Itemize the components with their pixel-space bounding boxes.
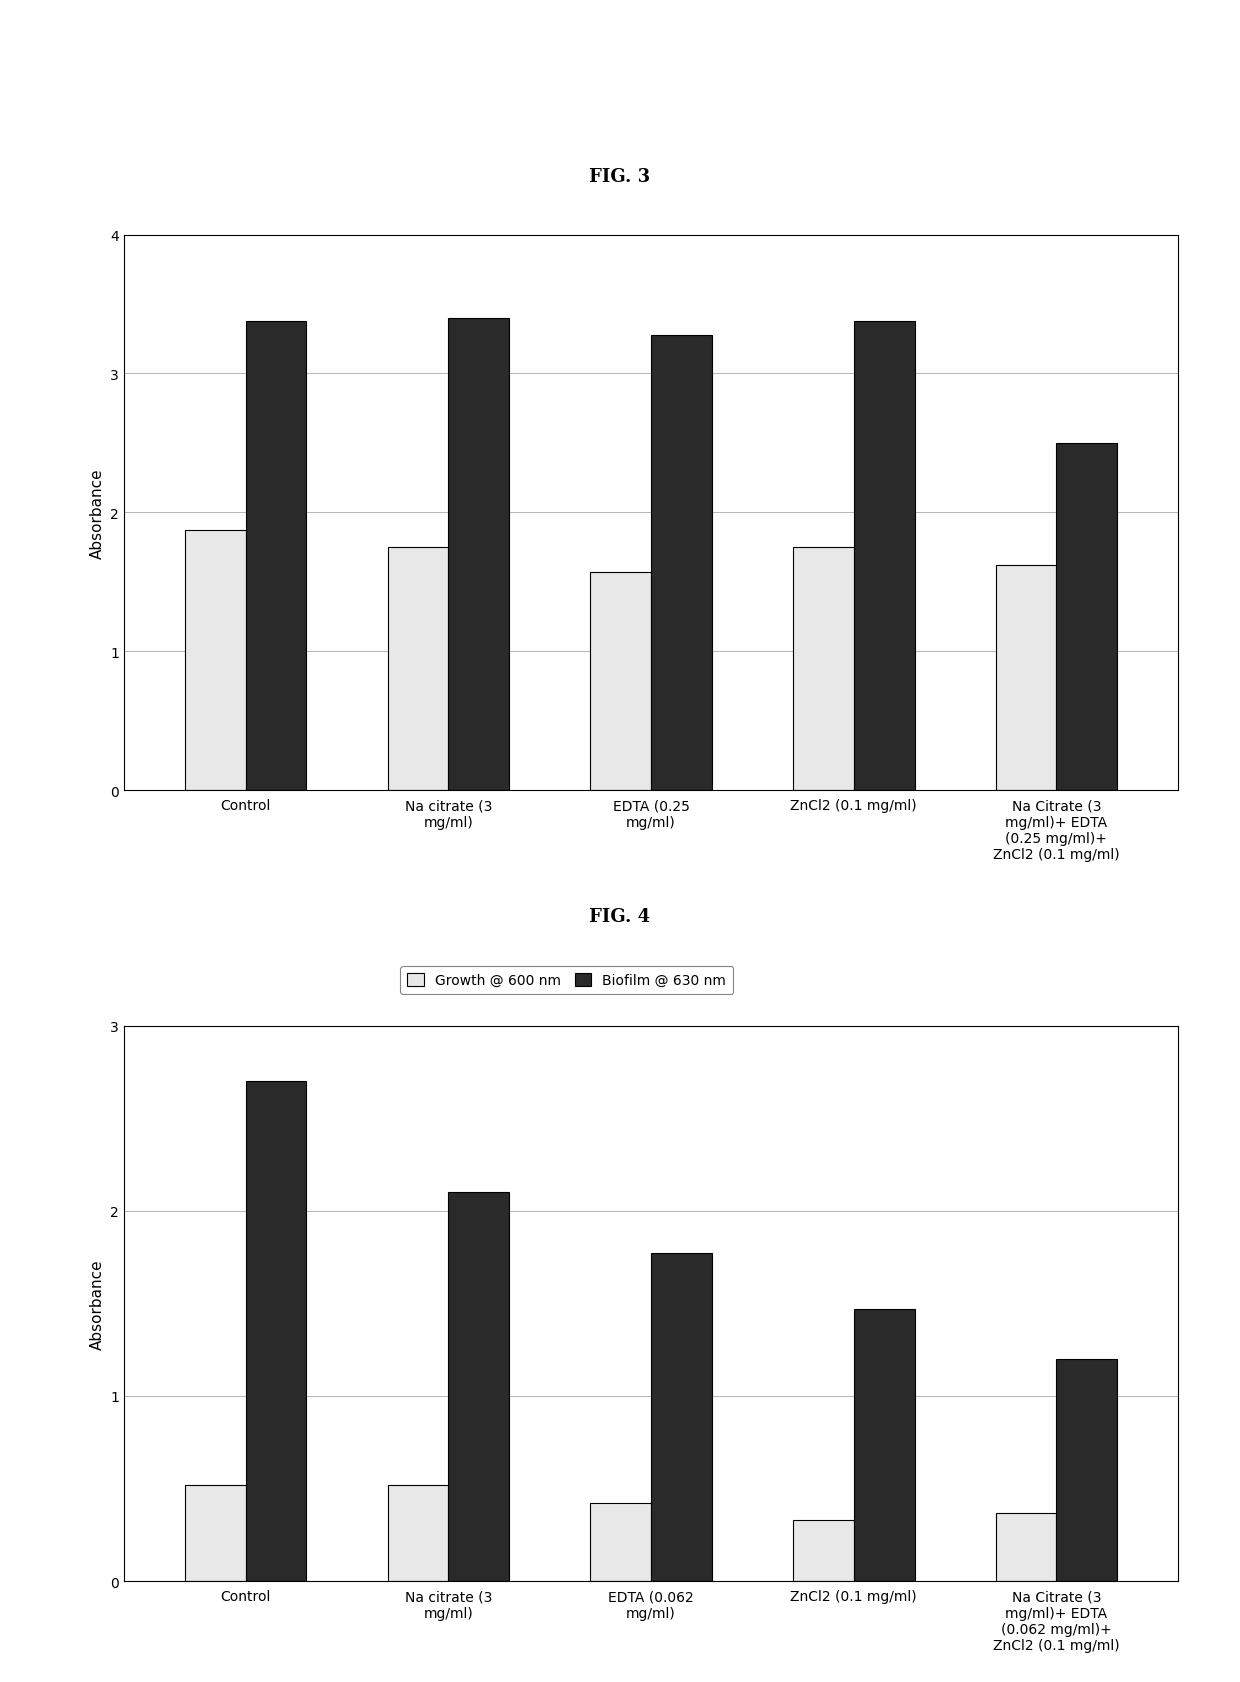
Legend: Growth @ 600 nm, Biofilm @ 630 nm: Growth @ 600 nm, Biofilm @ 630 nm bbox=[401, 967, 733, 994]
Y-axis label: Absorbance: Absorbance bbox=[89, 1258, 104, 1349]
Bar bbox=[246, 1082, 306, 1581]
Bar bbox=[853, 1309, 915, 1581]
Bar bbox=[996, 1512, 1056, 1581]
Bar bbox=[651, 335, 712, 791]
Bar bbox=[1056, 444, 1117, 791]
Text: FIG. 3: FIG. 3 bbox=[589, 168, 651, 185]
Bar bbox=[792, 548, 853, 791]
Bar bbox=[590, 572, 651, 791]
Bar bbox=[792, 1521, 853, 1581]
Bar bbox=[1056, 1359, 1117, 1581]
Bar bbox=[651, 1253, 712, 1581]
Bar bbox=[853, 321, 915, 791]
Text: FIG. 4: FIG. 4 bbox=[589, 908, 651, 925]
Bar bbox=[185, 1485, 246, 1581]
Bar bbox=[388, 1485, 449, 1581]
Bar bbox=[185, 532, 246, 791]
Bar bbox=[449, 1193, 510, 1581]
Bar bbox=[388, 548, 449, 791]
Bar bbox=[590, 1504, 651, 1581]
Y-axis label: Absorbance: Absorbance bbox=[89, 468, 104, 558]
Bar bbox=[246, 321, 306, 791]
Bar bbox=[449, 320, 510, 791]
Bar bbox=[996, 565, 1056, 791]
